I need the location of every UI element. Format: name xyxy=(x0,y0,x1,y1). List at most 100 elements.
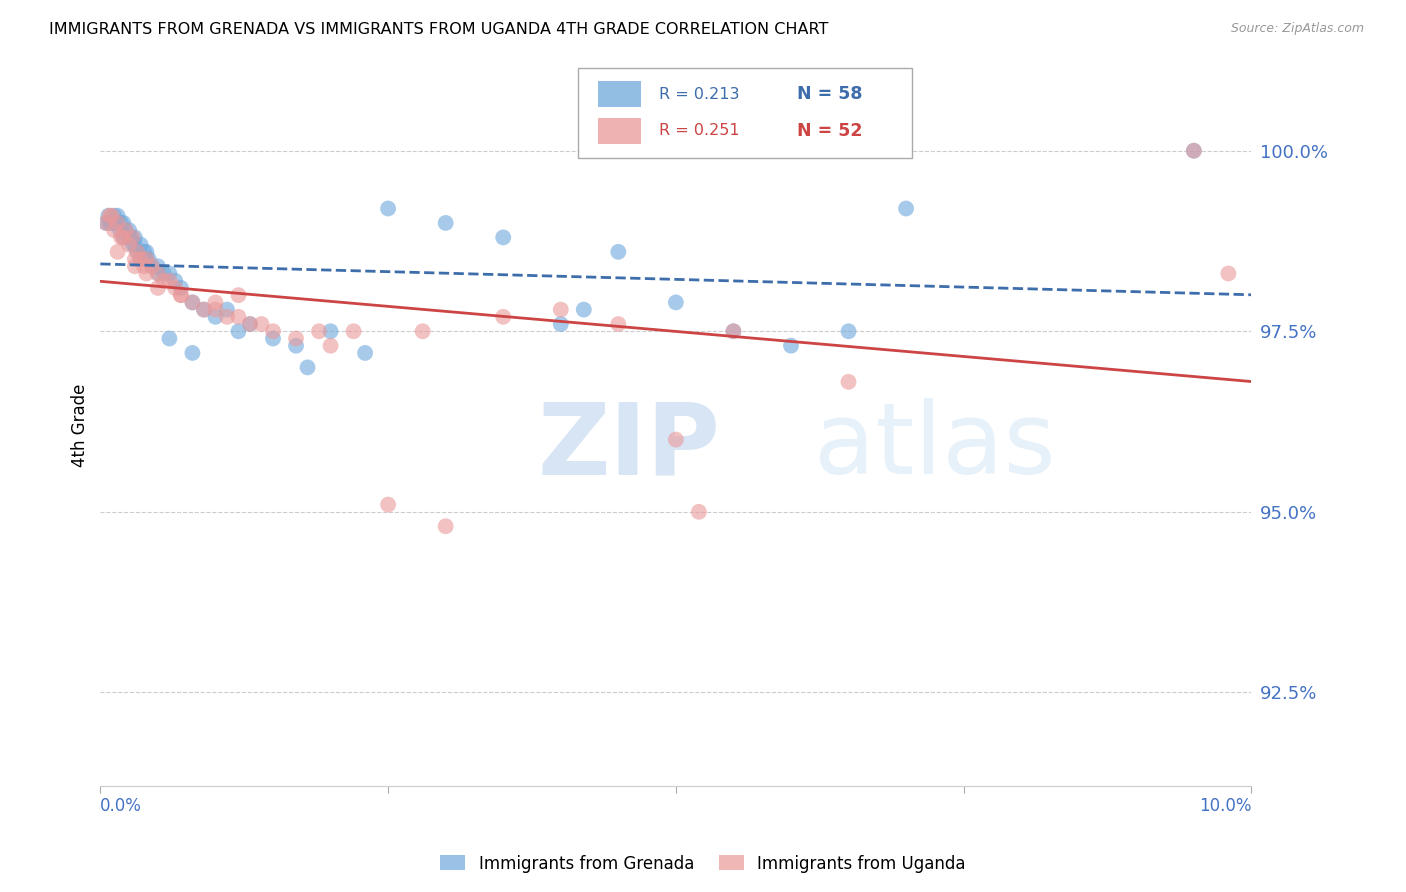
Point xyxy=(129,252,152,266)
Text: R = 0.213: R = 0.213 xyxy=(658,87,740,102)
Point xyxy=(492,230,515,244)
Point xyxy=(434,216,457,230)
Point xyxy=(434,519,457,533)
Point xyxy=(114,223,136,237)
Point xyxy=(146,267,169,281)
Point xyxy=(377,202,399,216)
Point xyxy=(607,317,630,331)
Point xyxy=(118,230,141,244)
Point xyxy=(193,302,215,317)
Point xyxy=(838,375,860,389)
Point xyxy=(550,317,572,331)
Point xyxy=(127,244,149,259)
Point xyxy=(98,209,121,223)
Point xyxy=(101,216,124,230)
Point xyxy=(285,331,308,345)
Point xyxy=(157,274,180,288)
Point xyxy=(107,216,129,230)
Point xyxy=(723,324,745,338)
Point xyxy=(250,317,273,331)
Point xyxy=(1218,267,1240,281)
Point xyxy=(285,339,308,353)
Point xyxy=(110,216,132,230)
Point xyxy=(103,209,125,223)
Point xyxy=(129,237,152,252)
Point xyxy=(146,281,169,295)
Point xyxy=(118,223,141,237)
Point xyxy=(107,209,129,223)
Point xyxy=(204,310,226,324)
Point xyxy=(98,216,121,230)
FancyBboxPatch shape xyxy=(578,68,912,158)
Point xyxy=(239,317,262,331)
Point xyxy=(107,244,129,259)
Point xyxy=(121,237,143,252)
Point xyxy=(181,295,204,310)
Point xyxy=(108,223,131,237)
Point xyxy=(101,209,124,223)
Point xyxy=(135,267,157,281)
Point xyxy=(215,302,238,317)
Point xyxy=(204,302,226,317)
Point xyxy=(118,237,141,252)
Point xyxy=(141,260,163,274)
Point xyxy=(1182,144,1205,158)
Point xyxy=(492,310,515,324)
Point xyxy=(239,317,262,331)
Point xyxy=(127,244,149,259)
Point xyxy=(121,230,143,244)
Point xyxy=(132,244,155,259)
Point xyxy=(138,252,160,266)
Point xyxy=(838,324,860,338)
Bar xyxy=(598,81,641,107)
Text: R = 0.251: R = 0.251 xyxy=(658,123,740,138)
Point xyxy=(723,324,745,338)
Point xyxy=(228,324,250,338)
Text: ZIP: ZIP xyxy=(537,399,721,495)
Point xyxy=(319,324,342,338)
Point xyxy=(204,295,226,310)
Point xyxy=(104,216,127,230)
Point xyxy=(135,244,157,259)
Point xyxy=(181,295,204,310)
Point xyxy=(308,324,330,338)
Point xyxy=(228,288,250,302)
Point xyxy=(550,302,572,317)
Point xyxy=(665,295,688,310)
Point xyxy=(572,302,595,317)
Point xyxy=(894,202,917,216)
Legend: Immigrants from Grenada, Immigrants from Uganda: Immigrants from Grenada, Immigrants from… xyxy=(433,848,973,880)
Point xyxy=(170,288,193,302)
Text: 10.0%: 10.0% xyxy=(1199,797,1251,815)
Text: N = 52: N = 52 xyxy=(797,121,862,139)
Point xyxy=(120,230,142,244)
Point xyxy=(262,324,284,338)
Point xyxy=(228,310,250,324)
Point xyxy=(94,216,117,230)
Point xyxy=(412,324,434,338)
Point xyxy=(94,216,117,230)
Point xyxy=(124,252,146,266)
Point xyxy=(110,230,132,244)
Point xyxy=(146,267,169,281)
Point xyxy=(97,209,120,223)
Text: 0.0%: 0.0% xyxy=(100,797,142,815)
Text: Source: ZipAtlas.com: Source: ZipAtlas.com xyxy=(1230,22,1364,36)
Text: atlas: atlas xyxy=(814,399,1056,495)
Point xyxy=(132,260,155,274)
Point xyxy=(170,281,193,295)
Point xyxy=(152,274,174,288)
Text: N = 58: N = 58 xyxy=(797,86,862,103)
Point xyxy=(112,230,135,244)
Point xyxy=(124,237,146,252)
Point xyxy=(354,346,377,360)
Point xyxy=(377,498,399,512)
Point xyxy=(124,230,146,244)
Point xyxy=(124,260,146,274)
Point xyxy=(146,260,169,274)
Point xyxy=(181,346,204,360)
Point xyxy=(112,230,135,244)
Bar xyxy=(598,118,641,144)
Point xyxy=(157,331,180,345)
Point xyxy=(319,339,342,353)
